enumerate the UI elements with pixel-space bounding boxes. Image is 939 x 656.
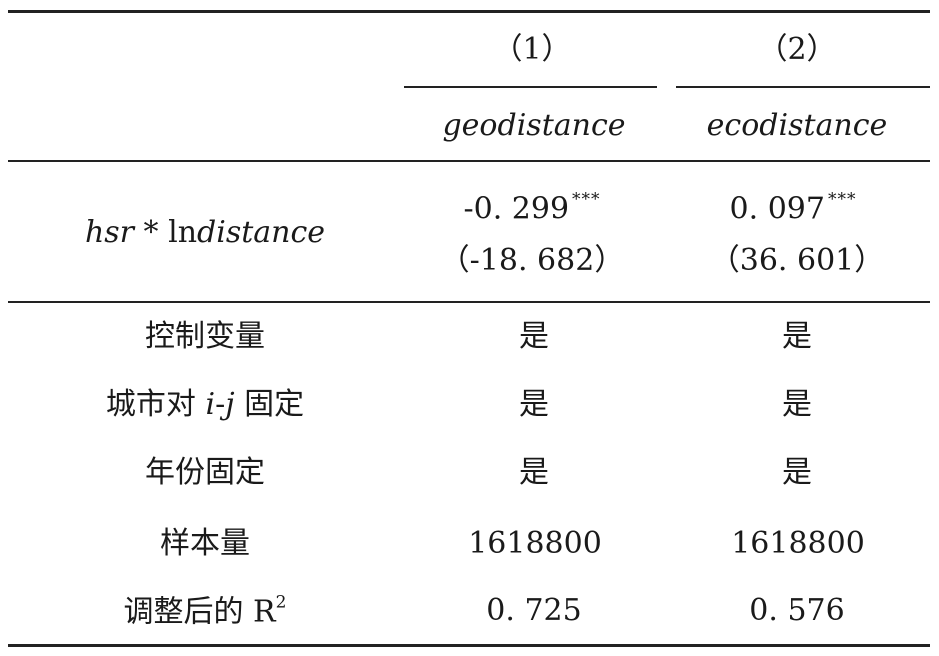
top-rule bbox=[8, 10, 930, 13]
col2-underline bbox=[676, 86, 930, 88]
city-pair-i: i bbox=[205, 387, 216, 422]
adj-r2-sup: 2 bbox=[275, 592, 287, 613]
year-fe-col1: 是 bbox=[519, 455, 549, 490]
sample-size-col2: 1618800 bbox=[731, 526, 865, 561]
label-op: * bbox=[134, 215, 169, 250]
coef-col1: -0. 299 *** bbox=[463, 191, 600, 224]
col2-number: （2） bbox=[757, 32, 837, 67]
year-fe-col2: 是 bbox=[782, 455, 812, 490]
tstat-col2: （36. 601） bbox=[709, 243, 885, 278]
coef-col1-value: -0. 299 bbox=[463, 191, 570, 227]
row-label-city-pair-fe: 城市对 i-j 固定 bbox=[106, 390, 304, 420]
city-pair-j: j bbox=[225, 387, 235, 422]
city-pair-post: 固定 bbox=[234, 387, 305, 422]
city-pair-pre: 城市对 bbox=[105, 387, 206, 422]
coef-col2: 0. 097 *** bbox=[730, 191, 857, 224]
label-ln: ln bbox=[168, 215, 198, 250]
city-pair-col1: 是 bbox=[519, 387, 549, 422]
mid-rule bbox=[8, 301, 930, 303]
row-label-adj-r2: 调整后的 R2 bbox=[123, 592, 287, 630]
adj-r2-prefix: 调整后的 R bbox=[123, 594, 276, 630]
row-label-hsr-lndistance: hsr * lndistance bbox=[85, 218, 325, 248]
sample-size-col1: 1618800 bbox=[468, 526, 602, 561]
controls-col1: 是 bbox=[519, 319, 549, 354]
tstat-col1: （-18. 682） bbox=[439, 243, 625, 278]
row-label-sample-size: 样本量 bbox=[160, 526, 250, 561]
row-label-controls: 控制变量 bbox=[145, 319, 265, 354]
city-pair-dash: - bbox=[215, 387, 226, 422]
header-rule bbox=[8, 160, 930, 162]
adj-r2-col1: 0. 725 bbox=[486, 593, 582, 628]
col2-depvar: ecodistance bbox=[706, 108, 888, 143]
city-pair-col2: 是 bbox=[782, 387, 812, 422]
label-hsr: hsr bbox=[84, 215, 135, 250]
col1-number: （1） bbox=[492, 32, 572, 67]
coef-col2-stars: *** bbox=[827, 189, 857, 210]
col1-depvar: geodistance bbox=[442, 108, 626, 143]
row-label-year-fe: 年份固定 bbox=[145, 455, 265, 490]
coef-col2-value: 0. 097 bbox=[729, 191, 825, 227]
adj-r2-col2: 0. 576 bbox=[749, 593, 845, 628]
label-distance: distance bbox=[197, 215, 326, 250]
col1-underline bbox=[404, 86, 657, 88]
bottom-rule bbox=[8, 644, 930, 647]
controls-col2: 是 bbox=[782, 319, 812, 354]
coef-col1-stars: *** bbox=[572, 189, 601, 210]
